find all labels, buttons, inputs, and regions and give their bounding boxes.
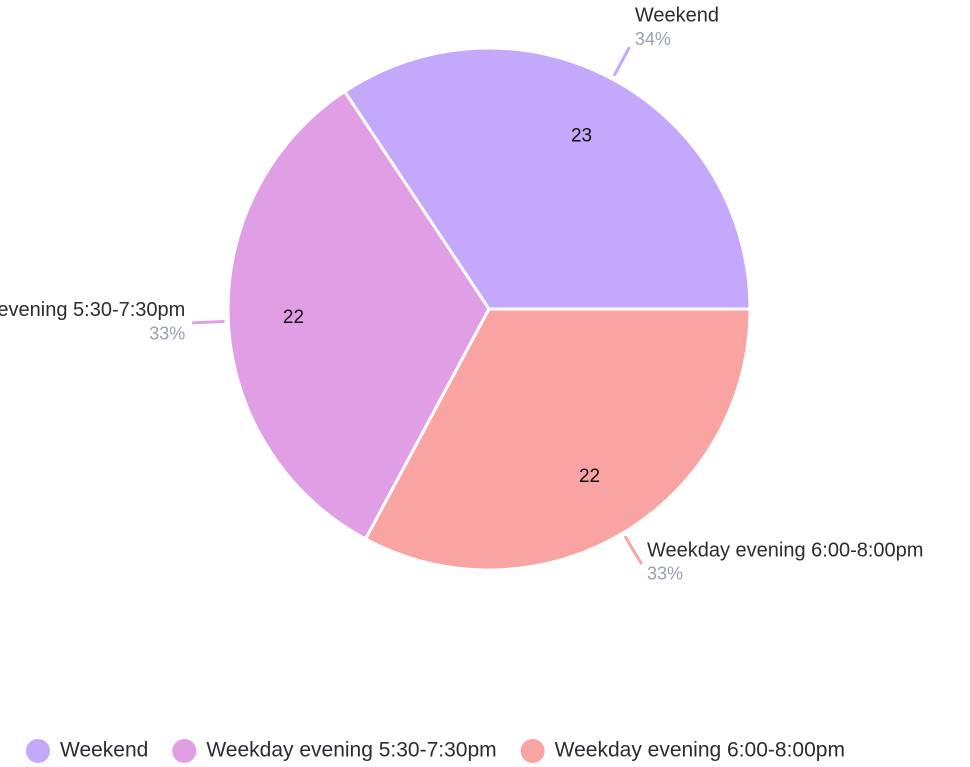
leader-line <box>613 46 631 77</box>
slice-value-label: 22 <box>579 466 600 487</box>
slice-name-label: Weekday evening 5:30-7:30pm <box>0 299 185 321</box>
pie-slice <box>363 307 752 572</box>
pie-slice <box>226 89 491 542</box>
legend-label: Weekday evening 6:00-8:00pm <box>555 739 845 762</box>
legend-swatch <box>172 739 197 763</box>
slice-percent-label: 33% <box>149 324 185 344</box>
slice-percent-label: 34% <box>635 29 671 49</box>
leader-line <box>191 319 225 325</box>
slice-name-label: Weekday evening 6:00-8:00pm <box>647 539 923 561</box>
slice-name-label: Weekend <box>635 4 719 26</box>
slice-value-label: 22 <box>283 307 304 328</box>
slice-value-label: 23 <box>571 126 592 147</box>
legend-swatch <box>520 739 545 763</box>
legend-label: Weekday evening 5:30-7:30pm <box>206 739 496 762</box>
legend: Weekend Weekday evening 5:30-7:30pm Weekda… <box>26 739 845 763</box>
leader-line <box>624 535 643 565</box>
legend-swatch <box>26 739 50 763</box>
legend-label: Weekend <box>60 739 148 762</box>
slice-percent-label: 33% <box>647 564 683 584</box>
